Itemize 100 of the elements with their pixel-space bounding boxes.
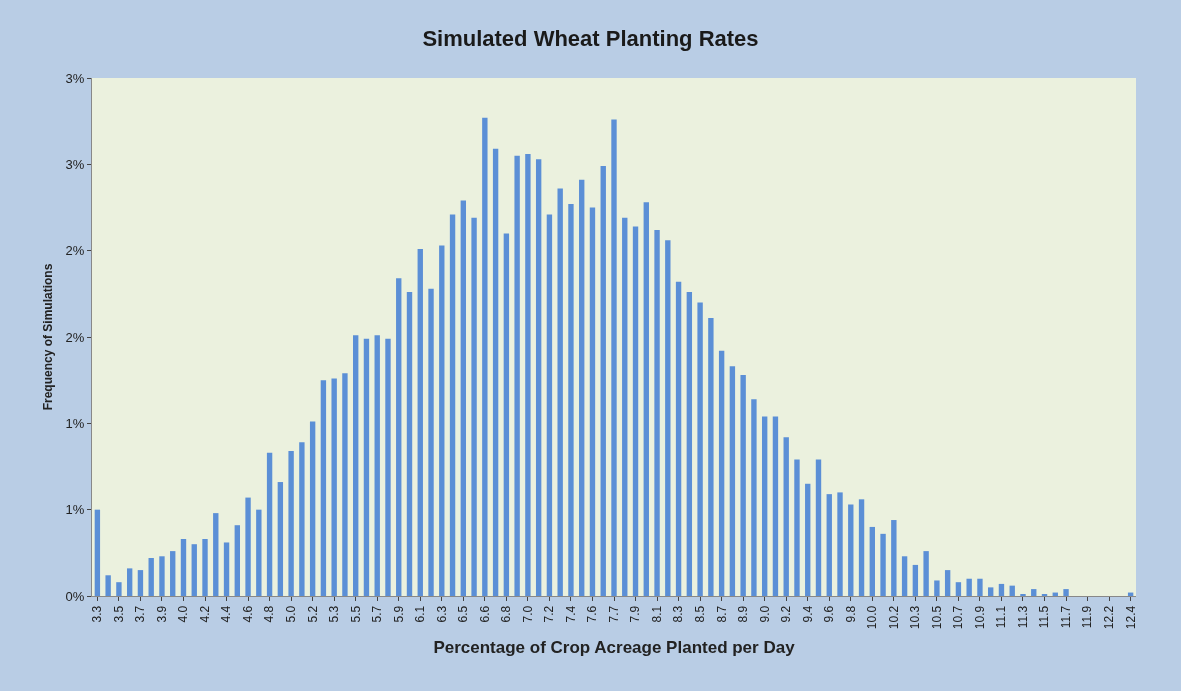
bar — [266, 452, 273, 596]
bar — [848, 504, 854, 596]
x-axis-title: Percentage of Crop Acreage Planted per Day — [433, 637, 796, 657]
bar — [718, 350, 725, 596]
bar — [600, 166, 606, 596]
x-tick-label: 11.5 — [1037, 605, 1052, 629]
bar — [686, 292, 693, 596]
bar — [557, 188, 563, 596]
bar — [891, 520, 897, 596]
bar — [449, 214, 456, 596]
x-tick-label: 8.5 — [693, 605, 707, 623]
bar — [805, 483, 811, 596]
chart-title: Simulated Wheat Planting Rates — [422, 26, 759, 52]
bar — [751, 399, 757, 596]
bar — [880, 533, 886, 596]
bar — [934, 580, 940, 596]
x-tick-label: 9.0 — [757, 605, 772, 623]
bar — [675, 281, 682, 596]
bar — [761, 416, 768, 596]
x-tick-label: 6.3 — [434, 605, 449, 623]
bar — [180, 539, 187, 596]
x-tick-label: 7.4 — [563, 605, 578, 623]
x-tick-label: 9.8 — [843, 605, 858, 623]
x-tick-label: 6.1 — [413, 605, 428, 623]
bar — [966, 578, 972, 596]
x-tick-label: 10.0 — [865, 605, 880, 630]
bar — [234, 525, 240, 596]
bar — [94, 509, 101, 596]
bar — [923, 551, 929, 596]
bar — [783, 437, 789, 596]
bar — [116, 582, 122, 596]
bar — [611, 119, 617, 596]
bar — [665, 240, 671, 596]
x-tick-label: 8.7 — [714, 605, 729, 623]
bar — [579, 179, 585, 596]
x-tick-label: 12.2 — [1101, 605, 1116, 630]
x-tick-label: 10.7 — [951, 605, 966, 630]
bar — [740, 374, 746, 596]
x-tick-label: 4.6 — [240, 605, 255, 623]
x-tick-label: 6.8 — [499, 605, 514, 623]
bar — [772, 416, 779, 596]
bar — [837, 492, 843, 596]
bar — [331, 378, 337, 596]
bar — [288, 450, 294, 596]
x-tick-label: 10.3 — [908, 605, 923, 630]
x-tick-label: 8.1 — [649, 605, 664, 623]
bar — [503, 233, 510, 596]
bar — [977, 578, 983, 596]
bar — [353, 335, 359, 596]
bar — [428, 288, 434, 596]
bar — [525, 153, 531, 596]
x-tick-label: 5.7 — [370, 605, 385, 623]
bar — [622, 217, 628, 596]
y-tick-label: 1% — [65, 415, 85, 431]
bar — [256, 509, 262, 596]
bar — [299, 442, 305, 596]
x-tick-label: 5.5 — [348, 605, 363, 623]
x-tick-label: 4.8 — [262, 605, 277, 623]
bar — [858, 499, 865, 596]
y-tick-label: 2% — [65, 329, 85, 345]
bar — [417, 248, 423, 596]
x-tick-label: 9.2 — [779, 605, 794, 623]
bar — [471, 217, 477, 596]
bar — [708, 318, 714, 596]
bar — [342, 373, 348, 596]
bar — [105, 575, 111, 596]
x-tick-label: 6.5 — [456, 605, 471, 623]
x-tick-label: 7.7 — [606, 605, 621, 623]
bar — [374, 335, 380, 596]
bar — [406, 292, 413, 596]
x-tick-label: 11.9 — [1080, 605, 1095, 629]
bar — [137, 570, 144, 596]
bar — [697, 302, 703, 596]
bar — [998, 583, 1005, 596]
bar — [589, 207, 596, 596]
bar — [632, 226, 639, 596]
bar — [363, 338, 370, 596]
x-tick-label: 11.7 — [1058, 605, 1073, 629]
x-tick-label: 4.0 — [176, 605, 191, 623]
bar — [643, 202, 649, 596]
x-tick-label: 3.7 — [133, 605, 148, 623]
bar — [223, 542, 230, 596]
bar — [245, 497, 251, 596]
x-tick-label: 5.0 — [284, 605, 299, 623]
y-tick-label: 2% — [65, 243, 85, 259]
bar — [482, 117, 488, 596]
x-tick-label: 4.4 — [219, 605, 234, 623]
bar — [277, 482, 284, 596]
y-tick-label: 0% — [65, 588, 85, 604]
bar — [729, 366, 736, 596]
bar — [191, 544, 197, 596]
bar — [826, 494, 832, 596]
y-tick-label: 3% — [65, 70, 85, 86]
bar — [148, 558, 154, 596]
bar — [396, 278, 402, 596]
bar — [320, 380, 327, 596]
x-tick-label: 9.6 — [822, 605, 837, 623]
x-tick-label: 5.2 — [305, 605, 320, 623]
bar — [439, 245, 445, 596]
x-tick-label: 9.4 — [800, 605, 815, 623]
